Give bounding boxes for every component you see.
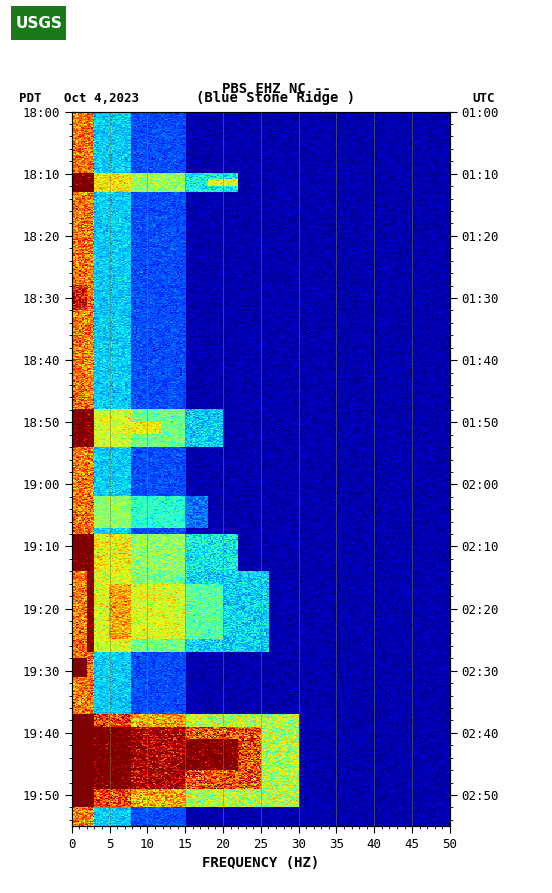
Text: PDT   Oct 4,2023: PDT Oct 4,2023 <box>19 92 139 105</box>
Text: USGS: USGS <box>15 16 62 30</box>
Text: PBS EHZ NC --: PBS EHZ NC -- <box>221 81 331 96</box>
X-axis label: FREQUENCY (HZ): FREQUENCY (HZ) <box>202 856 320 871</box>
Text: UTC: UTC <box>472 92 495 105</box>
Text: (Blue Stone Ridge ): (Blue Stone Ridge ) <box>197 91 355 105</box>
